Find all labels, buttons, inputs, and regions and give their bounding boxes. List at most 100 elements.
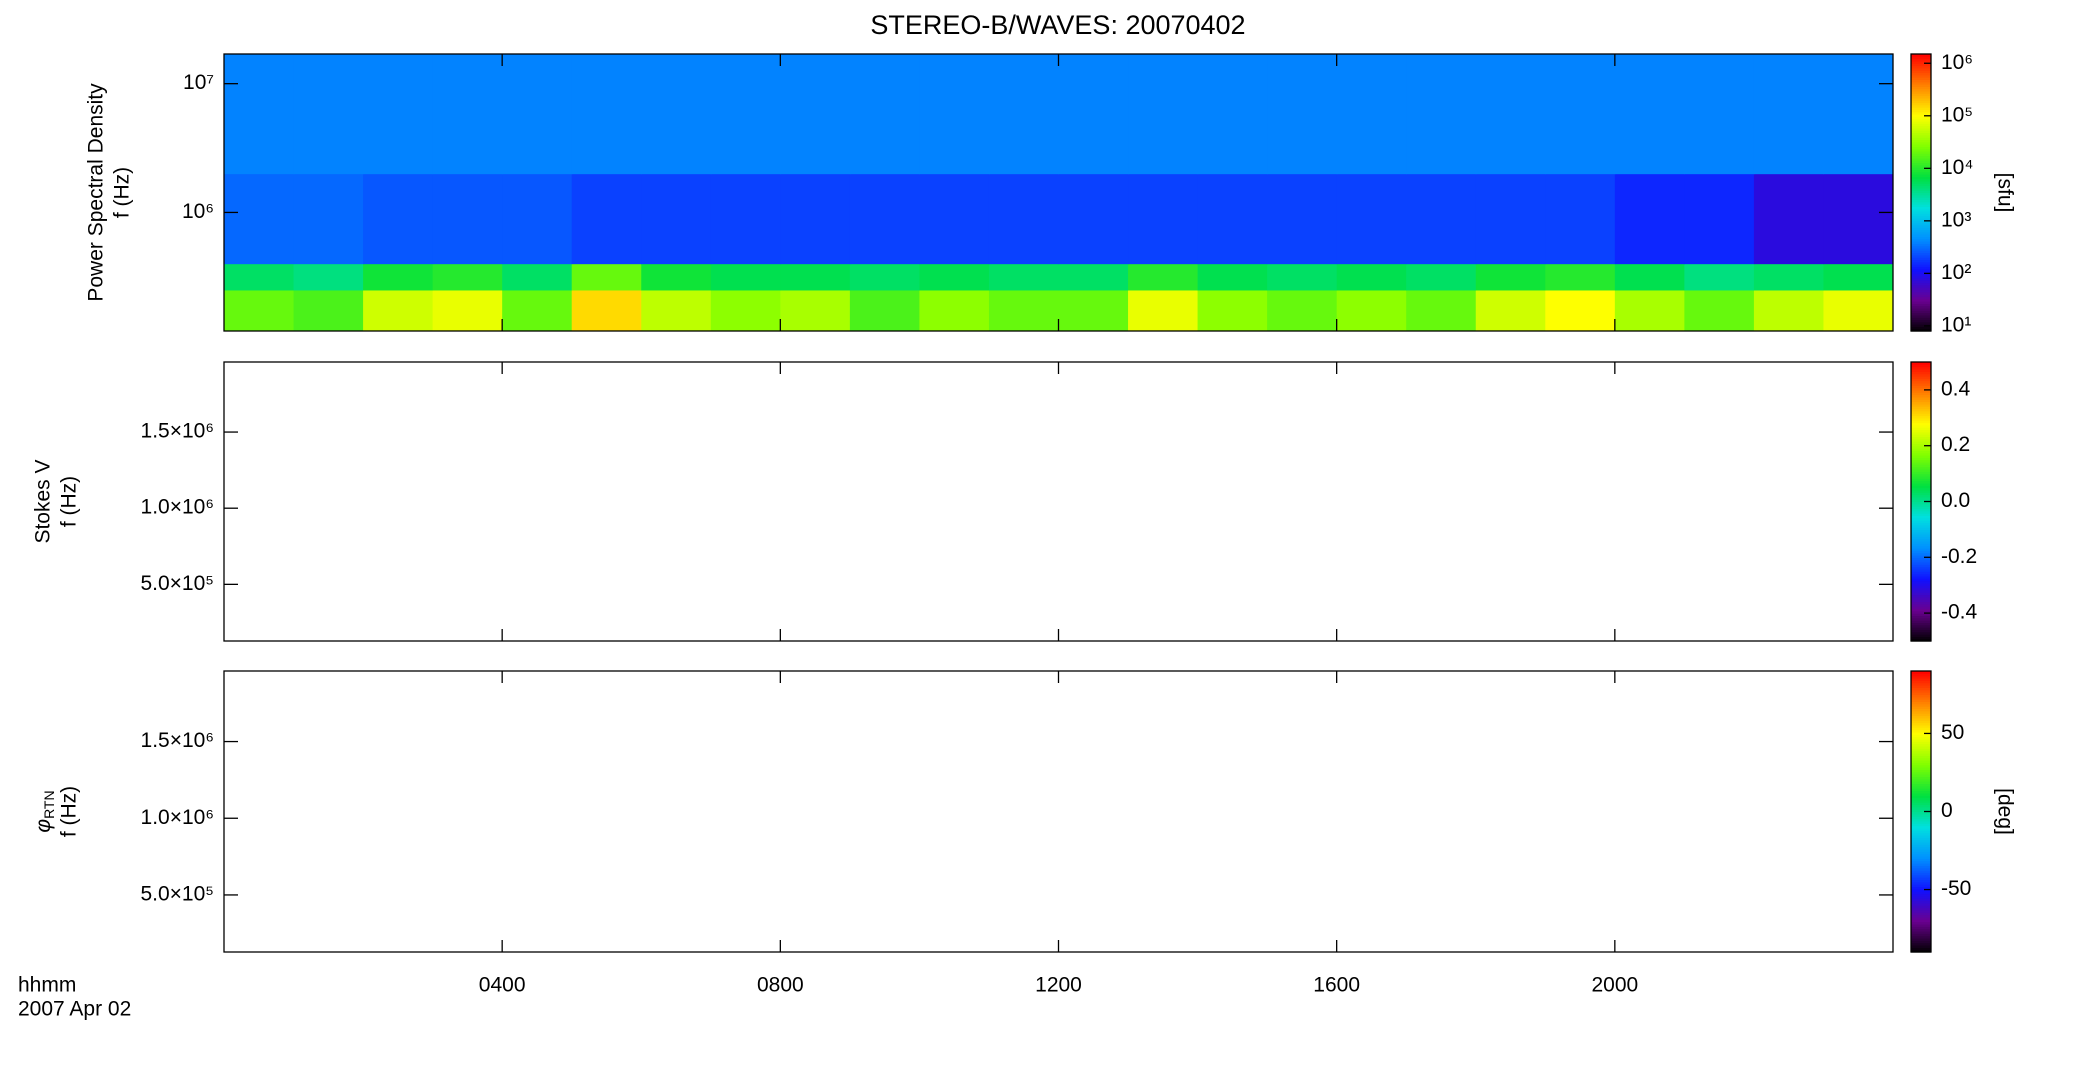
colorbar-swatch: [1911, 870, 1931, 873]
colorbar-swatch: [1911, 190, 1931, 194]
heatmap-cell: [1336, 289, 1407, 332]
colorbar-swatch: [1911, 234, 1931, 237]
colorbar-swatch: [1911, 245, 1931, 249]
colorbar-swatch: [1911, 366, 1931, 370]
colorbar-swatch: [1911, 401, 1931, 405]
colorbar-swatch: [1911, 100, 1931, 104]
colorbar-swatch: [1911, 280, 1931, 284]
colorbar-swatch: [1911, 781, 1931, 784]
colorbar-swatch: [1911, 900, 1931, 904]
heatmap-cell: [710, 54, 781, 175]
colorbar-swatch: [1911, 164, 1931, 168]
colorbar-swatch: [1911, 694, 1931, 698]
colorbar-swatch: [1911, 587, 1931, 591]
colorbar-swatch: [1911, 448, 1931, 451]
colorbar-swatch: [1911, 905, 1931, 909]
colorbar-swatch: [1911, 568, 1931, 572]
colorbar-swatch: [1911, 420, 1931, 424]
colorbar-swatch: [1911, 877, 1931, 881]
colorbar-swatch: [1911, 307, 1931, 311]
colorbar-tick-label: 10²: [1941, 261, 1971, 284]
colorbar-swatch: [1911, 820, 1931, 824]
colorbar-swatch: [1911, 559, 1931, 563]
colorbar-swatch: [1911, 673, 1931, 677]
colorbar-swatch: [1911, 792, 1931, 796]
colorbar-swatch: [1911, 187, 1931, 191]
heatmap-cell: [919, 289, 990, 332]
heatmap-cell: [1128, 263, 1199, 291]
colorbar-tick-label: -0.2: [1941, 545, 1977, 568]
heatmap-cell: [1684, 289, 1755, 332]
colorbar-swatch: [1911, 520, 1931, 524]
colorbar-swatch: [1911, 415, 1931, 419]
colorbar-swatch: [1911, 832, 1931, 836]
colorbar-swatch: [1911, 554, 1931, 558]
heatmap-cell: [780, 263, 851, 291]
heatmap-cell: [1058, 54, 1129, 175]
y-axis-label: f (Hz): [58, 786, 81, 837]
colorbar-swatch: [1911, 107, 1931, 110]
colorbar-swatch: [1911, 589, 1931, 593]
colorbar-swatch: [1911, 380, 1931, 384]
colorbar-swatch: [1911, 206, 1931, 210]
colorbar-swatch: [1911, 417, 1931, 421]
heatmap-cell: [1128, 54, 1199, 175]
colorbar-swatch: [1911, 764, 1931, 768]
colorbar-swatch: [1911, 636, 1931, 640]
colorbar-swatch: [1911, 321, 1931, 325]
colorbar-swatch: [1911, 926, 1931, 930]
heatmap-cell: [1753, 54, 1824, 175]
heatmap-cell: [919, 54, 990, 175]
colorbar-swatch: [1911, 86, 1931, 90]
heatmap-cell: [780, 54, 851, 175]
colorbar-swatch: [1911, 524, 1931, 528]
colorbar-swatch: [1911, 238, 1931, 242]
colorbar-swatch: [1911, 466, 1931, 470]
colorbar-swatch: [1911, 199, 1931, 203]
colorbar-swatch: [1911, 434, 1931, 437]
colorbar-swatch: [1911, 638, 1931, 642]
heatmap-cell: [1545, 289, 1616, 332]
colorbar-swatch: [1911, 317, 1931, 321]
colorbar-swatch: [1911, 575, 1931, 579]
x-tick-label: 2000: [1591, 974, 1638, 997]
colorbar-swatch: [1911, 457, 1931, 461]
colorbar-swatch: [1911, 599, 1931, 603]
colorbar-swatch: [1911, 54, 1931, 57]
colorbar-swatch: [1911, 795, 1931, 799]
colorbar-swatch: [1911, 601, 1931, 605]
colorbar-swatch: [1911, 736, 1931, 740]
colorbar-swatch: [1911, 289, 1931, 293]
colorbar-swatch: [1911, 703, 1931, 707]
heatmap-cell: [1684, 54, 1755, 175]
colorbar-swatch: [1911, 210, 1931, 214]
colorbar-swatch: [1911, 319, 1931, 323]
colorbar-tick-label: -50: [1941, 877, 1971, 900]
heatmap-cell: [1058, 263, 1129, 291]
colorbar-swatch: [1911, 830, 1931, 834]
colorbar-swatch: [1911, 802, 1931, 806]
colorbar-swatch: [1911, 886, 1931, 890]
colorbar-swatch: [1911, 201, 1931, 205]
heatmap-cell: [641, 173, 712, 265]
colorbar-tick-label: 10⁴: [1941, 156, 1973, 179]
colorbar-swatch: [1911, 571, 1931, 575]
colorbar-swatch: [1911, 217, 1931, 221]
colorbar-swatch: [1911, 194, 1931, 198]
colorbar-swatch: [1911, 912, 1931, 916]
colorbar-swatch: [1911, 517, 1931, 521]
heatmap-cell: [1545, 54, 1616, 175]
colorbar-swatch: [1911, 475, 1931, 479]
heatmap-cell: [1406, 289, 1477, 332]
colorbar-swatch: [1911, 382, 1931, 386]
heatmap-cell: [363, 263, 434, 291]
colorbar-swatch: [1911, 368, 1931, 372]
colorbar-swatch: [1911, 471, 1931, 475]
colorbar-swatch: [1911, 371, 1931, 375]
heatmap-cell: [1197, 54, 1268, 175]
colorbar-swatch: [1911, 851, 1931, 855]
colorbar-swatch: [1911, 750, 1931, 754]
heatmap-cell: [641, 289, 712, 332]
heatmap-cell: [780, 173, 851, 265]
